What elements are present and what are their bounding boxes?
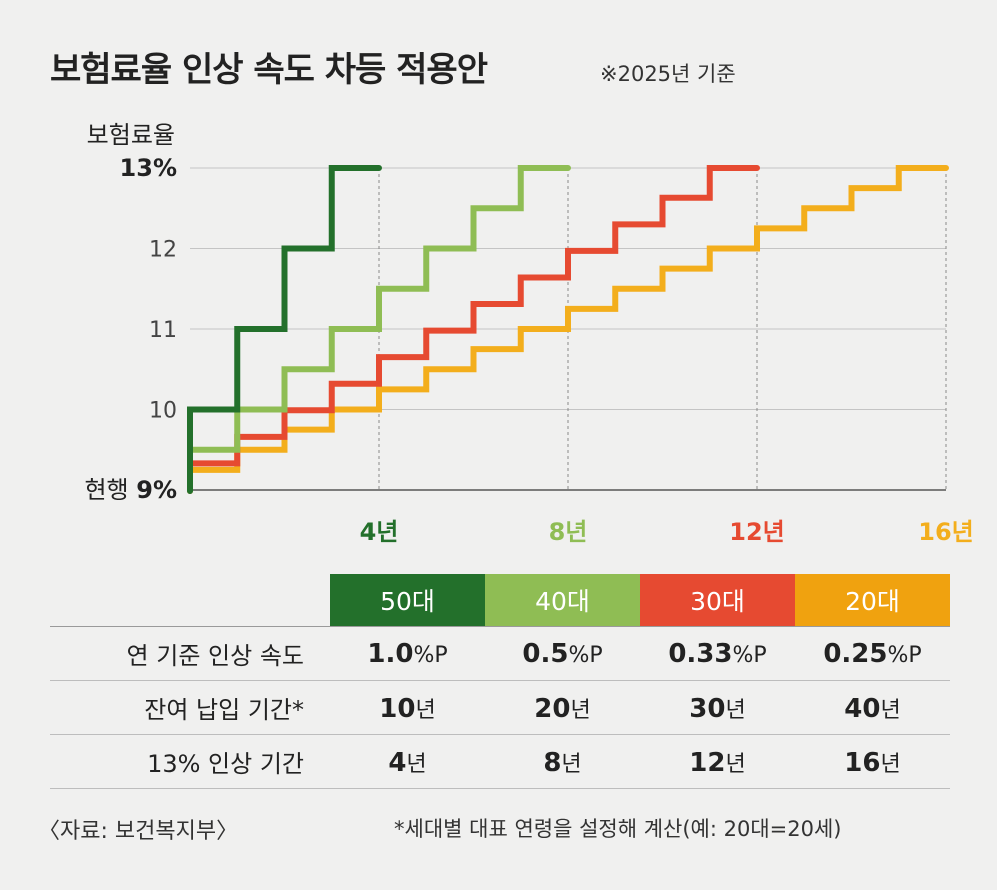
comparison-table: 50대 40대 30대 20대 연 기준 인상 속도 1.0%P 0.5%P 0.33%P 0… [50, 574, 950, 789]
row-label: 연 기준 인상 속도 [50, 626, 330, 681]
table-row: 13% 인상 기간 4년 8년 12년 16년 [50, 734, 950, 789]
table-cell: 1.0%P [330, 626, 485, 681]
y-tick-label: 11 [149, 318, 177, 343]
y-axis-label: 보험료율 [87, 121, 175, 149]
table-cell: 40년 [795, 680, 950, 735]
footnote: *세대별 대표 연령을 설정해 계산(예: 20대=20세) [394, 817, 842, 841]
chart-subtitle: ※2025년 기준 [600, 62, 736, 86]
row-label: 13% 인상 기간 [50, 734, 330, 789]
y-tick-label: 13% [120, 154, 177, 182]
row-label: 잔여 납입 기간* [50, 680, 330, 735]
table-corner [50, 574, 330, 627]
series-line-30대 [187, 165, 760, 494]
table-cell: 20년 [485, 680, 640, 735]
source-note: 〈자료: 보건복지부〉 [38, 819, 239, 844]
series-line-20대 [187, 165, 949, 494]
table-cell: 30년 [640, 680, 795, 735]
table-row: 잔여 납입 기간* 10년 20년 30년 40년 [50, 680, 950, 735]
series-line-50대 [187, 165, 382, 494]
table-cell: 0.25%P [795, 626, 950, 681]
table-header-40대: 40대 [485, 574, 640, 627]
x-tick-label: 4년 [360, 518, 399, 546]
step-line-chart: 보험료율 13% 12 11 10 현행 9% 4년 8년 12년 16년 [84, 121, 973, 546]
table-header-50대: 50대 [330, 574, 485, 627]
x-tick-label: 8년 [549, 518, 588, 546]
y-tick-label: 12 [149, 238, 177, 263]
table-row: 연 기준 인상 속도 1.0%P 0.5%P 0.33%P 0.25%P [50, 626, 950, 681]
y-tick-label: 현행 9% [84, 476, 177, 504]
table-cell: 12년 [640, 734, 795, 789]
table-header-30대: 30대 [640, 574, 795, 627]
table-cell: 0.33%P [640, 626, 795, 681]
table-cell: 4년 [330, 734, 485, 789]
y-tick-label: 10 [149, 399, 177, 424]
x-tick-label: 16년 [918, 518, 973, 546]
table-cell: 8년 [485, 734, 640, 789]
chart-title: 보험료율 인상 속도 차등 적용안 [50, 50, 488, 90]
table-header-20대: 20대 [795, 574, 950, 627]
table-cell: 16년 [795, 734, 950, 789]
x-tick-label: 12년 [729, 518, 784, 546]
series-line-40대 [187, 165, 571, 494]
table-cell: 0.5%P [485, 626, 640, 681]
table-cell: 10년 [330, 680, 485, 735]
table-header-row: 50대 40대 30대 20대 [50, 574, 950, 627]
